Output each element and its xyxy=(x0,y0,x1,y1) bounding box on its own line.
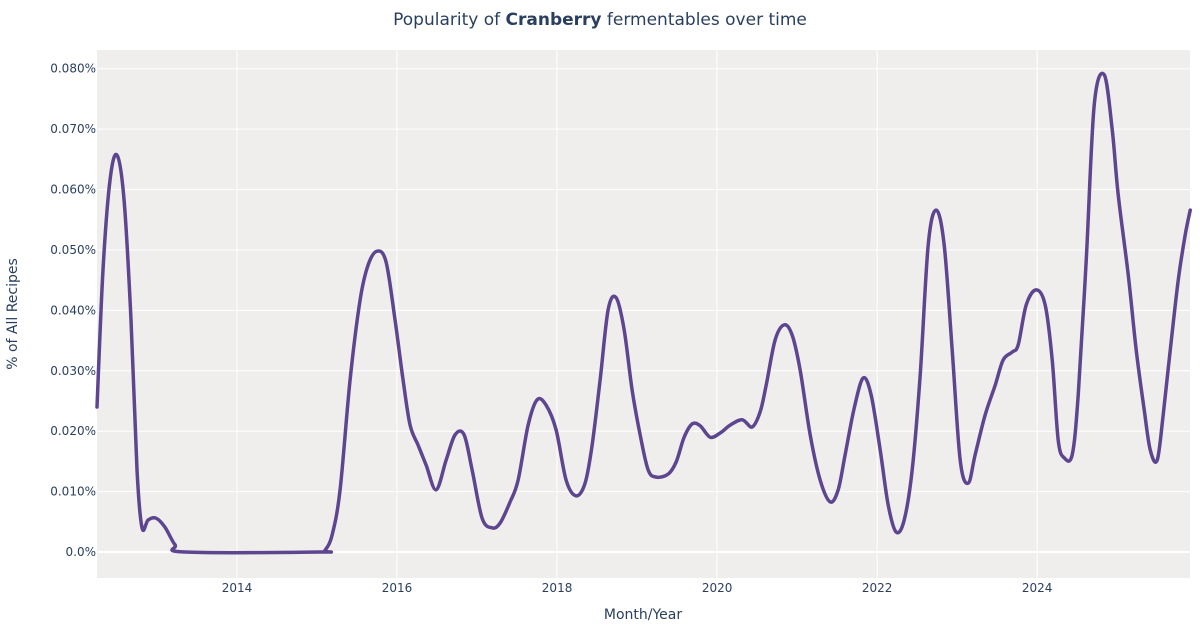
x-tick-label: 2024 xyxy=(1022,581,1053,595)
x-tick-label: 2022 xyxy=(862,581,893,595)
x-axis-title: Month/Year xyxy=(604,607,682,623)
gridlines xyxy=(97,50,1190,578)
y-tick-label: 0.070% xyxy=(50,122,96,136)
y-tick-label: 0.080% xyxy=(50,62,96,76)
plot-background xyxy=(97,50,1190,578)
series-line xyxy=(95,71,1192,555)
tick-labels: 2014 2016 2018 2020 2022 2024 0.0% 0.010% 0.020%… xyxy=(50,62,1052,595)
y-tick-label: 0.040% xyxy=(50,303,96,317)
y-tick-label: 0.020% xyxy=(50,424,96,438)
y-tick-label: 0.0% xyxy=(66,545,97,559)
x-tick-label: 2018 xyxy=(542,581,573,595)
chart-title: Popularity of Cranberry fermentables ove… xyxy=(393,10,807,30)
y-tick-label: 0.030% xyxy=(50,364,96,378)
y-tick-label: 0.050% xyxy=(50,243,96,257)
x-tick-label: 2016 xyxy=(382,581,413,595)
y-tick-label: 0.060% xyxy=(50,183,96,197)
y-tick-label: 0.010% xyxy=(50,485,96,499)
y-axis-title: % of All Recipes xyxy=(5,258,21,370)
x-tick-label: 2020 xyxy=(702,581,733,595)
x-tick-label: 2014 xyxy=(222,581,253,595)
